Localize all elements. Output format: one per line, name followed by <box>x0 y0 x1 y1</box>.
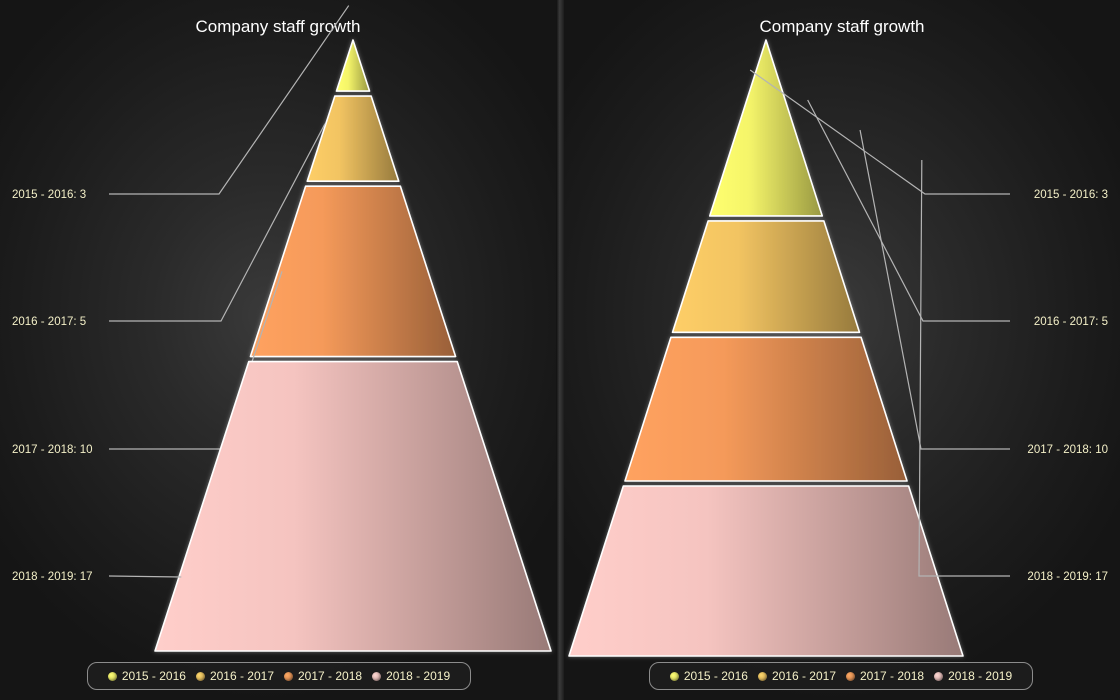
pyramid-chart-right: 2015 - 2016: 3 2016 - 2017: 5 2017 - 2018:… <box>568 39 1108 657</box>
legend-item-2017-2018[interactable]: 2017 - 2018 <box>284 669 362 683</box>
legend-label: 2016 - 2017 <box>771 669 836 683</box>
legend-label: 2015 - 2016 <box>683 669 748 683</box>
pyramid-segment-2016-2017[interactable] <box>671 220 861 334</box>
legend-label: 2016 - 2017 <box>209 669 274 683</box>
panel-divider <box>556 0 564 700</box>
pyramid-segment-2018-2019[interactable] <box>568 485 964 657</box>
chart-title: Company staff growth <box>195 17 361 36</box>
legend-swatch-icon <box>372 671 382 681</box>
label-connector-line <box>749 69 1010 195</box>
label-connector-line <box>109 123 326 322</box>
legend-swatch-icon <box>669 671 679 681</box>
label-connector-line <box>108 575 182 578</box>
legend-label: 2018 - 2019 <box>948 669 1013 683</box>
legend-item-2016-2017[interactable]: 2016 - 2017 <box>757 669 836 683</box>
legend-item-2018-2019[interactable]: 2018 - 2019 <box>372 669 450 683</box>
data-label-2018-2019: 2018 - 2019: 17 <box>1027 571 1108 583</box>
legend-item-2018-2019[interactable]: 2018 - 2019 <box>934 669 1012 683</box>
legend-label: 2017 - 2018 <box>298 669 363 683</box>
label-connector-line <box>859 129 1010 450</box>
data-label-2016-2017: 2016 - 2017: 5 <box>12 316 86 328</box>
pyramid-segment-2016-2017[interactable] <box>306 95 400 183</box>
legend-swatch-icon <box>195 671 205 681</box>
data-label-2017-2018: 2017 - 2018: 10 <box>1027 444 1108 456</box>
legend-label: 2017 - 2018 <box>860 669 925 683</box>
pyramid-segment-2017-2018[interactable] <box>624 336 908 482</box>
legend-label: 2018 - 2019 <box>386 669 451 683</box>
chart-legend: 2015 - 2016 2016 - 2017 2017 - 2018 2018 - … <box>649 662 1033 690</box>
right-chart-panel: Company staff growth 2015 - 2016: 3 2016 … <box>564 0 1120 700</box>
pyramid-chart-left: 2015 - 2016: 3 2016 - 2017: 5 2017 - 2018:… <box>12 5 552 652</box>
legend-swatch-icon <box>846 671 855 681</box>
data-label-2015-2016: 2015 - 2016: 3 <box>1034 189 1108 201</box>
legend-item-2017-2018[interactable]: 2017 - 2018 <box>846 669 924 683</box>
chart-title: Company staff growth <box>759 17 925 36</box>
chart-legend: 2015 - 2016 2016 - 2017 2017 - 2018 2018 - … <box>87 662 471 690</box>
label-connector-line <box>918 159 1010 577</box>
pyramid-segment-2017-2018[interactable] <box>249 185 457 358</box>
data-label-2016-2017: 2016 - 2017: 5 <box>1034 316 1108 328</box>
data-label-2017-2018: 2017 - 2018: 10 <box>12 444 93 456</box>
legend-label: 2015 - 2016 <box>121 669 186 683</box>
legend-swatch-icon <box>757 671 767 681</box>
label-connector-line <box>109 5 350 195</box>
pyramid-segment-2018-2019[interactable] <box>154 360 552 652</box>
legend-item-2015-2016[interactable]: 2015 - 2016 <box>107 669 186 683</box>
left-chart-panel: Company staff growth 2015 - 2016: 3 2016 … <box>0 0 556 700</box>
label-connector-line <box>807 99 1010 322</box>
legend-item-2016-2017[interactable]: 2016 - 2017 <box>195 669 274 683</box>
pyramid-segment-2015-2016[interactable] <box>335 39 371 92</box>
pyramid-segment-2015-2016[interactable] <box>708 39 824 217</box>
legend-swatch-icon <box>934 671 944 681</box>
legend-item-2015-2016[interactable]: 2015 - 2016 <box>669 669 748 683</box>
legend-swatch-icon <box>107 671 117 681</box>
data-label-2018-2019: 2018 - 2019: 17 <box>12 571 93 583</box>
data-label-2015-2016: 2015 - 2016: 3 <box>12 189 86 201</box>
legend-swatch-icon <box>284 671 293 681</box>
